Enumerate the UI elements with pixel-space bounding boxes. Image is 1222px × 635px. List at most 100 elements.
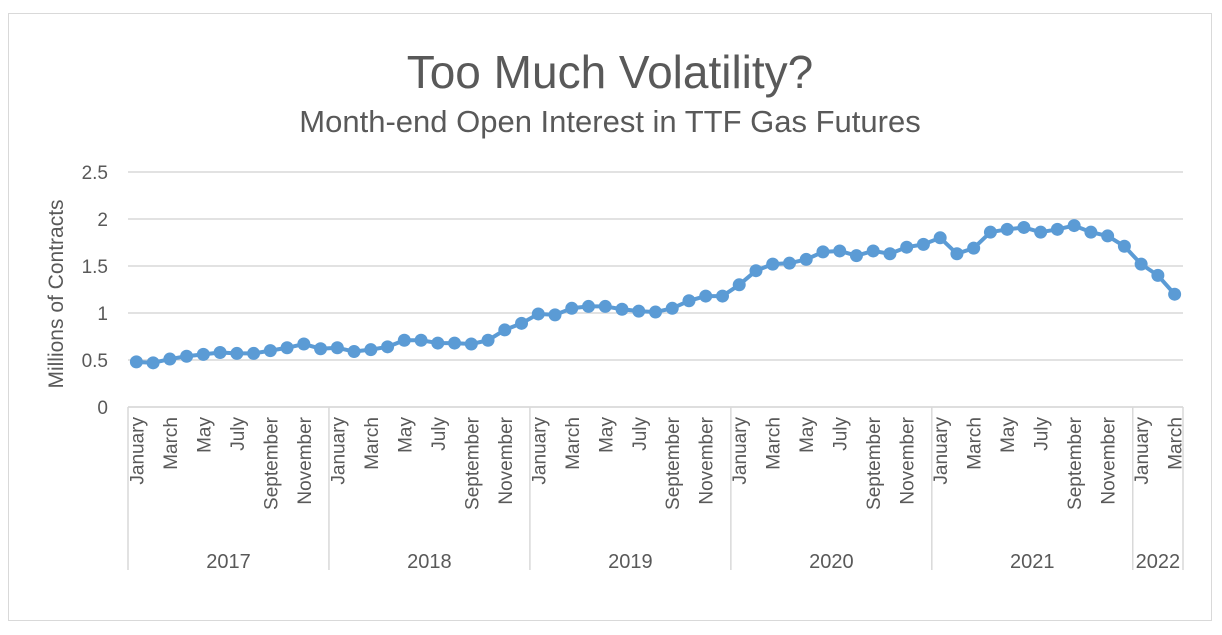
data-point [414,333,428,347]
series-line [136,223,1177,365]
data-point [1084,225,1098,239]
x-tick-label: May [596,417,617,453]
data-point [833,244,847,258]
data-point [715,289,729,303]
data-point [582,299,596,313]
x-tick-label: September [261,416,282,510]
x-tick-label: January [1132,417,1153,485]
y-tick-label: 0.5 [82,351,108,372]
year-label: 2021 [1010,551,1055,573]
data-point [782,256,796,270]
x-tick-label: January [730,417,751,485]
data-point [297,337,311,351]
year-label: 2018 [407,551,452,573]
data-point [849,249,863,263]
x-tick-label: July [831,417,852,451]
data-point [347,345,361,359]
x-tick-label: May [797,417,818,453]
chart-title: Too Much Volatility? [407,46,814,98]
data-point [498,323,512,337]
x-tick-label: November [1099,416,1120,504]
data-point [1134,257,1148,271]
data-point [749,264,763,278]
data-point [515,316,529,330]
data-point [816,245,830,259]
data-point [1050,222,1064,236]
chart-frame [8,13,1212,621]
data-point [615,302,629,316]
y-tick-label: 2 [97,210,108,231]
data-point [364,343,378,357]
data-point [330,341,344,355]
data-point [598,299,612,313]
x-tick-label: March [965,417,986,470]
year-label: 2022 [1136,551,1181,573]
data-point [247,346,261,360]
x-tick-label: July [630,417,651,451]
x-tick-label: September [462,416,483,510]
data-point [1067,219,1081,233]
data-point [682,294,696,308]
data-point [1101,229,1115,243]
data-point [967,241,981,255]
x-tick-label: March [1166,417,1187,470]
data-point [900,240,914,254]
y-tick-label: 1 [97,304,108,325]
data-point [665,301,679,315]
data-point [1168,287,1182,301]
x-tick-label: May [395,417,416,453]
x-tick-label: January [529,417,550,485]
x-tick-label: March [161,417,182,470]
data-point [196,347,210,361]
x-tick-label: November [496,416,517,504]
data-point [916,237,930,251]
x-tick-label: March [362,417,383,470]
data-point [146,356,160,370]
x-tick-label: November [898,416,919,504]
data-point [280,341,294,355]
data-point [129,355,143,369]
data-point [314,342,328,356]
data-point [799,252,813,266]
x-tick-label: September [663,416,684,510]
data-point [397,333,411,347]
data-point [548,308,562,322]
x-tick-label: January [328,417,349,485]
y-tick-label: 0 [97,398,108,419]
x-tick-label: July [228,417,249,451]
x-tick-label: January [931,417,952,485]
x-tick-label: July [429,417,450,451]
data-point [866,244,880,258]
x-tick-label: March [563,417,584,470]
data-point [1151,268,1165,282]
x-tick-label: March [764,417,785,470]
y-axis-label: Millions of Contracts [45,199,68,388]
data-point [381,340,395,354]
y-tick-label: 1.5 [82,257,108,278]
year-label: 2017 [206,551,251,573]
data-point [263,344,277,358]
data-point [1017,220,1031,234]
x-tick-label: November [697,416,718,504]
y-tick-label: 2.5 [82,163,108,184]
data-point [431,336,445,350]
data-point [983,225,997,239]
data-point [230,346,244,360]
x-tick-label: May [194,417,215,453]
data-point [448,336,462,350]
data-point [933,231,947,245]
data-point [699,289,713,303]
data-point [649,305,662,319]
chart-subtitle: Month-end Open Interest in TTF Gas Futur… [299,104,920,139]
data-point [464,337,478,351]
data-point [632,304,646,318]
data-point [180,349,194,363]
x-tick-label: September [864,416,885,510]
year-label: 2019 [608,551,653,573]
year-label: 2020 [809,551,854,573]
x-tick-label: May [998,417,1019,453]
data-point [883,247,897,261]
data-point [766,257,780,271]
data-point [732,278,746,292]
